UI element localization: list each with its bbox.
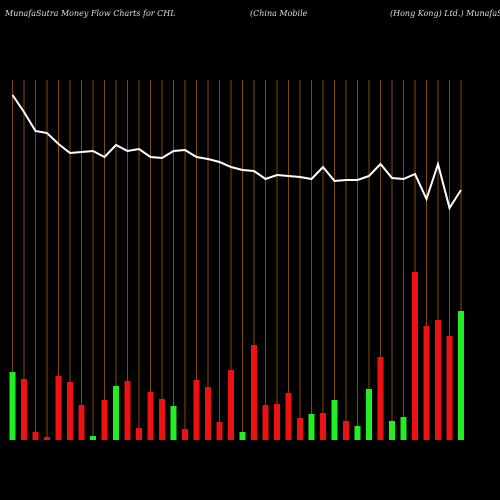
bar [67, 382, 73, 440]
bar [21, 379, 27, 440]
bar [90, 436, 96, 440]
bar [32, 432, 39, 440]
bar [124, 381, 131, 440]
bar [423, 326, 430, 440]
bar [435, 320, 441, 440]
bar [239, 432, 246, 440]
bar [297, 418, 303, 440]
bar [159, 399, 165, 440]
bar [446, 336, 453, 440]
bar [228, 370, 234, 440]
bar [55, 376, 62, 440]
bar [343, 421, 349, 440]
bar [147, 392, 154, 440]
bar [354, 426, 361, 440]
bar [251, 345, 257, 440]
bar [78, 405, 85, 440]
bar [389, 421, 395, 440]
bar [262, 405, 269, 440]
bar [331, 400, 338, 440]
bar [308, 414, 315, 440]
bar [113, 386, 119, 440]
bar [136, 428, 142, 440]
bar [205, 387, 211, 440]
chart-title: MunafaSutra Money Flow Charts for CHL [4, 9, 176, 18]
bar [285, 393, 292, 440]
bar [400, 417, 407, 440]
bar [366, 389, 372, 440]
bar [320, 413, 326, 440]
bar [216, 422, 223, 440]
bar [193, 380, 200, 440]
bar [44, 437, 50, 440]
bar [101, 400, 108, 440]
bar [9, 372, 16, 440]
price-line [11, 94, 462, 211]
bar [274, 404, 280, 440]
chart-subtitle: (Hong Kong) Ltd.) MunafaSutra.com [390, 9, 500, 18]
bar [412, 272, 418, 440]
bar [458, 311, 464, 440]
bar [182, 429, 188, 440]
bar [170, 406, 177, 440]
chart-subtitle: (China Mobile [250, 9, 308, 18]
bar [377, 357, 384, 440]
